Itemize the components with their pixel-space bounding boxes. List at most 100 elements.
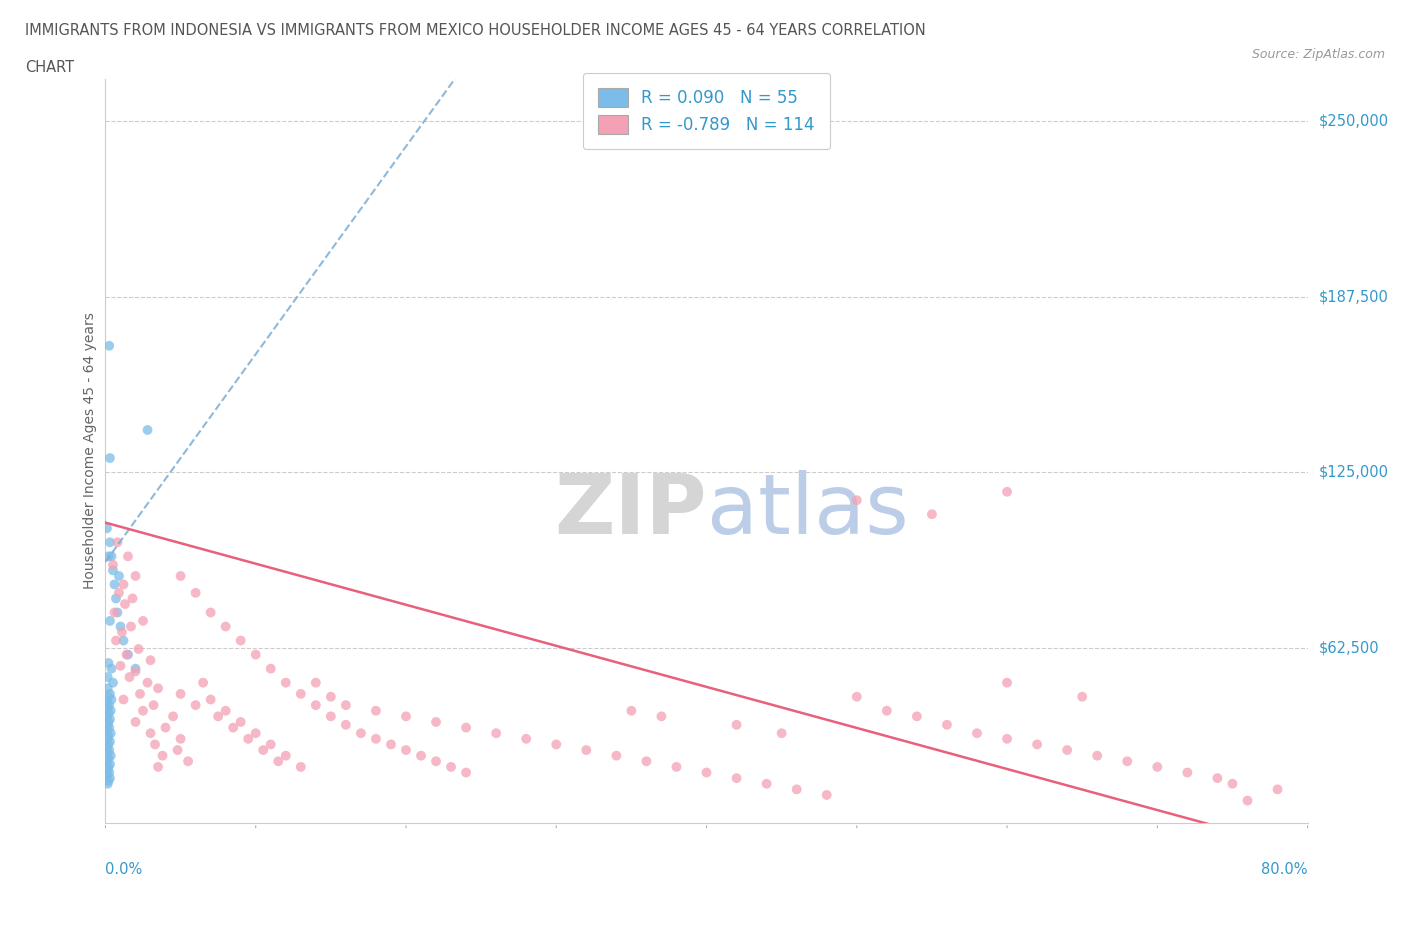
Point — [725, 771, 748, 786]
Point — [117, 549, 139, 564]
Point — [636, 754, 658, 769]
Point — [921, 507, 943, 522]
Text: IMMIGRANTS FROM INDONESIA VS IMMIGRANTS FROM MEXICO HOUSEHOLDER INCOME AGES 45 -: IMMIGRANTS FROM INDONESIA VS IMMIGRANTS … — [25, 23, 927, 38]
Point — [114, 597, 136, 612]
Point — [97, 700, 120, 715]
Point — [395, 709, 418, 724]
Point — [425, 714, 447, 729]
Point — [770, 725, 793, 740]
Point — [100, 703, 122, 718]
Point — [169, 568, 191, 583]
Point — [1267, 782, 1289, 797]
Legend: R = 0.090   N = 55, R = -0.789   N = 114: R = 0.090 N = 55, R = -0.789 N = 114 — [583, 73, 830, 150]
Point — [128, 642, 150, 657]
Point — [395, 743, 418, 758]
Point — [456, 720, 478, 735]
Point — [97, 774, 120, 789]
Point — [132, 614, 155, 629]
Point — [162, 709, 184, 724]
Point — [96, 723, 118, 737]
Point — [97, 656, 120, 671]
Point — [97, 670, 120, 684]
Point — [575, 743, 598, 758]
Point — [108, 568, 131, 583]
Point — [97, 737, 120, 751]
Point — [456, 765, 478, 780]
Text: $62,500: $62,500 — [1319, 640, 1379, 655]
Point — [1026, 737, 1049, 751]
Point — [1236, 793, 1258, 808]
Point — [1071, 689, 1094, 704]
Point — [136, 422, 159, 437]
Point — [121, 591, 143, 605]
Point — [104, 591, 127, 605]
Point — [97, 731, 120, 746]
Point — [124, 664, 146, 679]
Point — [260, 737, 283, 751]
Point — [96, 754, 118, 769]
Point — [136, 675, 159, 690]
Point — [103, 577, 125, 591]
Point — [97, 549, 120, 564]
Point — [152, 749, 174, 764]
Text: ZIP: ZIP — [554, 470, 707, 551]
Point — [546, 737, 568, 751]
Point — [112, 633, 135, 648]
Point — [98, 698, 121, 712]
Point — [139, 653, 162, 668]
Point — [108, 585, 131, 600]
Point — [252, 743, 274, 758]
Point — [169, 731, 191, 746]
Point — [97, 751, 120, 766]
Point — [815, 788, 838, 803]
Point — [1085, 749, 1108, 764]
Point — [98, 734, 121, 749]
Point — [101, 563, 124, 578]
Point — [319, 689, 342, 704]
Point — [936, 717, 959, 732]
Point — [191, 675, 214, 690]
Point — [200, 692, 222, 707]
Point — [96, 709, 118, 724]
Point — [124, 714, 146, 729]
Point — [184, 698, 207, 712]
Point — [97, 760, 120, 775]
Point — [335, 717, 357, 732]
Point — [98, 711, 121, 726]
Point — [103, 605, 125, 620]
Point — [101, 675, 124, 690]
Point — [515, 731, 537, 746]
Point — [98, 720, 121, 735]
Point — [267, 754, 290, 769]
Point — [129, 686, 152, 701]
Text: 80.0%: 80.0% — [1261, 862, 1308, 877]
Point — [207, 709, 229, 724]
Point — [177, 754, 200, 769]
Point — [104, 633, 127, 648]
Text: CHART: CHART — [25, 60, 75, 75]
Point — [214, 619, 236, 634]
Point — [222, 720, 245, 735]
Point — [245, 647, 267, 662]
Point — [169, 686, 191, 701]
Point — [155, 720, 177, 735]
Point — [876, 703, 898, 718]
Point — [440, 760, 463, 775]
Point — [245, 725, 267, 740]
Point — [1056, 743, 1078, 758]
Point — [118, 670, 141, 684]
Point — [620, 703, 643, 718]
Point — [274, 749, 297, 764]
Point — [98, 757, 121, 772]
Point — [143, 737, 166, 751]
Point — [97, 746, 120, 761]
Point — [364, 703, 387, 718]
Point — [650, 709, 672, 724]
Point — [229, 714, 252, 729]
Point — [1206, 771, 1229, 786]
Point — [260, 661, 283, 676]
Text: atlas: atlas — [707, 470, 908, 551]
Point — [100, 661, 122, 676]
Point — [290, 760, 312, 775]
Text: $187,500: $187,500 — [1319, 289, 1389, 304]
